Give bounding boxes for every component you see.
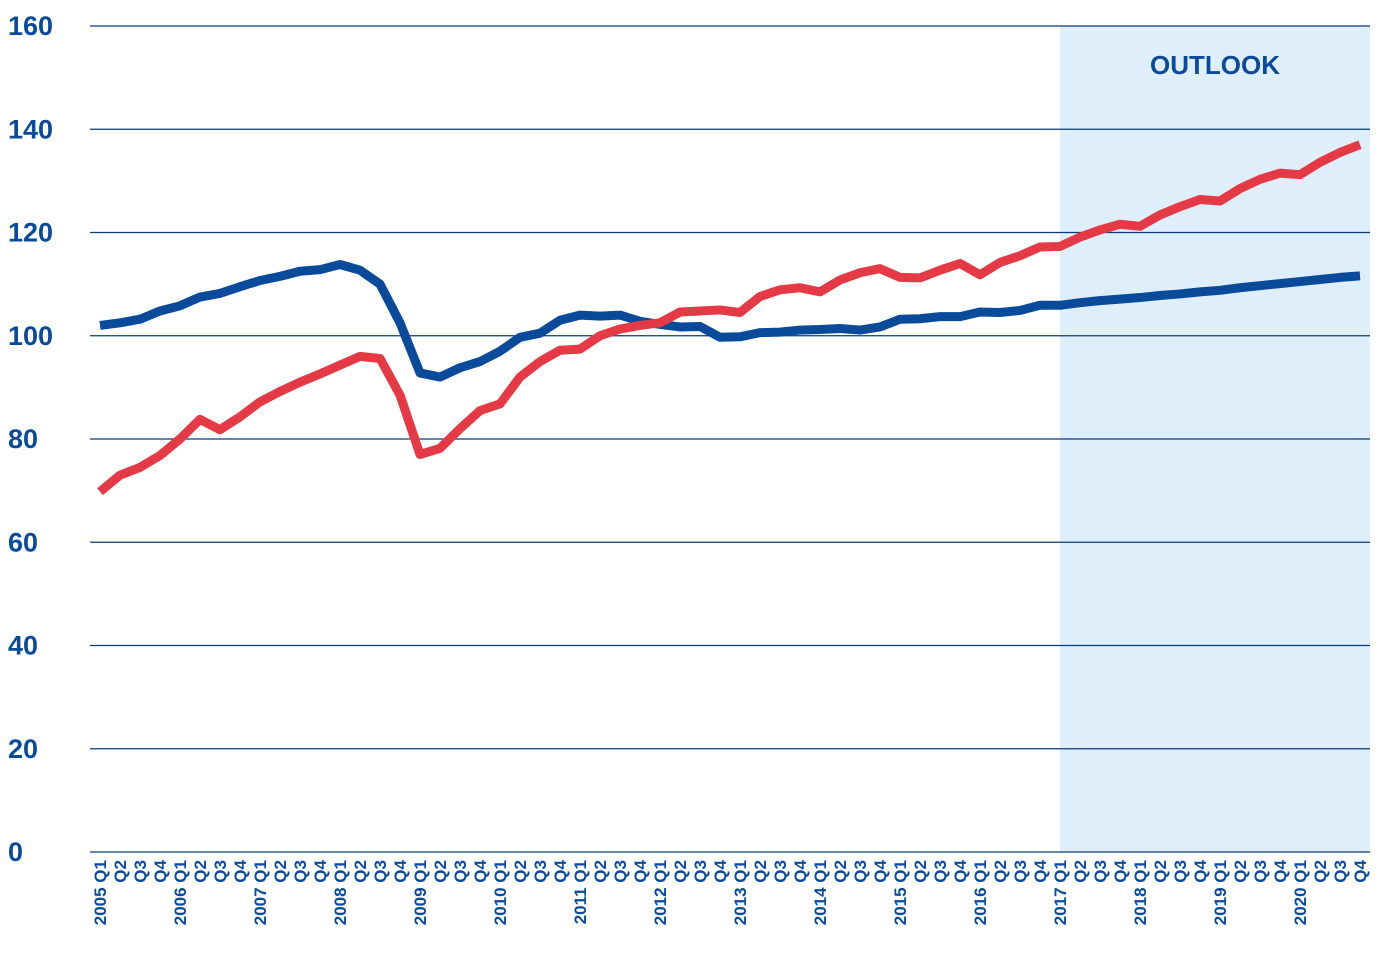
x-tick-label: 2007 Q1 bbox=[251, 860, 270, 925]
x-tick-label: Q3 bbox=[211, 860, 230, 883]
x-tick-label: Q2 bbox=[911, 860, 930, 883]
x-tick-label: Q3 bbox=[371, 860, 390, 883]
x-tick-label: Q2 bbox=[671, 860, 690, 883]
x-tick-label: Q3 bbox=[291, 860, 310, 883]
x-tick-label: 2018 Q1 bbox=[1131, 860, 1150, 925]
x-tick-label: Q3 bbox=[131, 860, 150, 883]
x-tick-label: Q3 bbox=[611, 860, 630, 883]
x-tick-label: 2005 Q1 bbox=[91, 860, 110, 925]
x-tick-label: Q4 bbox=[791, 859, 810, 882]
x-tick-label: Q2 bbox=[191, 860, 210, 883]
x-tick-label: Q3 bbox=[531, 860, 550, 883]
y-tick-label: 80 bbox=[8, 424, 38, 454]
x-tick-label: Q2 bbox=[1311, 860, 1330, 883]
y-tick-label: 60 bbox=[8, 527, 38, 557]
x-tick-label: Q4 bbox=[391, 859, 410, 882]
x-tick-label: 2010 Q1 bbox=[491, 860, 510, 925]
x-tick-label: Q3 bbox=[451, 860, 470, 883]
x-tick-label: Q4 bbox=[871, 859, 890, 882]
x-tick-label: 2016 Q1 bbox=[971, 860, 990, 925]
x-tick-label: Q4 bbox=[951, 859, 970, 882]
x-tick-label: 2013 Q1 bbox=[731, 860, 750, 925]
x-tick-label: Q3 bbox=[1091, 860, 1110, 883]
x-tick-label: Q2 bbox=[591, 860, 610, 883]
x-tick-label: 2008 Q1 bbox=[331, 860, 350, 925]
y-tick-label: 100 bbox=[8, 321, 53, 351]
x-tick-label: 2015 Q1 bbox=[891, 860, 910, 925]
x-tick-label: Q3 bbox=[1251, 860, 1270, 883]
x-tick-label: 2011 Q1 bbox=[571, 860, 590, 924]
x-tick-label: Q2 bbox=[751, 860, 770, 883]
x-tick-label: Q4 bbox=[1031, 859, 1050, 882]
series-line bbox=[99, 260, 1361, 382]
x-tick-label: Q4 bbox=[231, 859, 250, 882]
x-tick-label: Q4 bbox=[551, 859, 570, 882]
x-tick-label: 2020 Q1 bbox=[1291, 860, 1310, 925]
x-tick-label: Q4 bbox=[471, 859, 490, 882]
x-tick-label: Q3 bbox=[691, 860, 710, 883]
x-tick-label: Q3 bbox=[931, 860, 950, 883]
x-tick-label: Q4 bbox=[311, 859, 330, 882]
x-tick-label: Q4 bbox=[1271, 859, 1290, 882]
x-tick-label: Q4 bbox=[711, 859, 730, 882]
outlook-label: OUTLOOK bbox=[1150, 50, 1280, 80]
x-tick-label: 2019 Q1 bbox=[1211, 860, 1230, 925]
x-tick-label: 2006 Q1 bbox=[171, 860, 190, 925]
x-tick-label: Q4 bbox=[1111, 859, 1130, 882]
x-tick-label: Q2 bbox=[991, 860, 1010, 883]
y-tick-label: 140 bbox=[8, 114, 53, 144]
x-tick-label: Q2 bbox=[1151, 860, 1170, 883]
x-tick-label: Q3 bbox=[851, 860, 870, 883]
x-tick-label: Q2 bbox=[831, 860, 850, 883]
x-tick-label: Q4 bbox=[631, 859, 650, 882]
y-tick-label: 20 bbox=[8, 734, 38, 764]
x-tick-label: 2014 Q1 bbox=[811, 860, 830, 925]
x-tick-label: Q2 bbox=[351, 860, 370, 883]
x-tick-label: Q2 bbox=[111, 860, 130, 883]
x-tick-label: Q4 bbox=[151, 859, 170, 882]
x-tick-label: Q3 bbox=[1331, 860, 1350, 883]
y-tick-label: 40 bbox=[8, 631, 38, 661]
x-tick-label: Q2 bbox=[511, 860, 530, 883]
x-tick-label: 2012 Q1 bbox=[651, 860, 670, 925]
x-tick-label: Q4 bbox=[1351, 859, 1370, 882]
x-tick-label: 2009 Q1 bbox=[411, 860, 430, 925]
y-tick-label: 160 bbox=[8, 11, 53, 41]
x-tick-label: Q2 bbox=[1071, 860, 1090, 883]
y-tick-label: 120 bbox=[8, 218, 53, 248]
y-tick-label: 0 bbox=[8, 837, 23, 867]
x-tick-label: Q2 bbox=[271, 860, 290, 883]
x-tick-label: Q2 bbox=[431, 860, 450, 883]
x-tick-label: 2017 Q1 bbox=[1051, 860, 1070, 925]
x-tick-label: Q4 bbox=[1191, 859, 1210, 882]
x-tick-label: Q3 bbox=[1011, 860, 1030, 883]
x-tick-label: Q3 bbox=[771, 860, 790, 883]
x-tick-label: Q2 bbox=[1231, 860, 1250, 883]
series-line bbox=[97, 140, 1362, 496]
x-tick-label: Q3 bbox=[1171, 860, 1190, 883]
